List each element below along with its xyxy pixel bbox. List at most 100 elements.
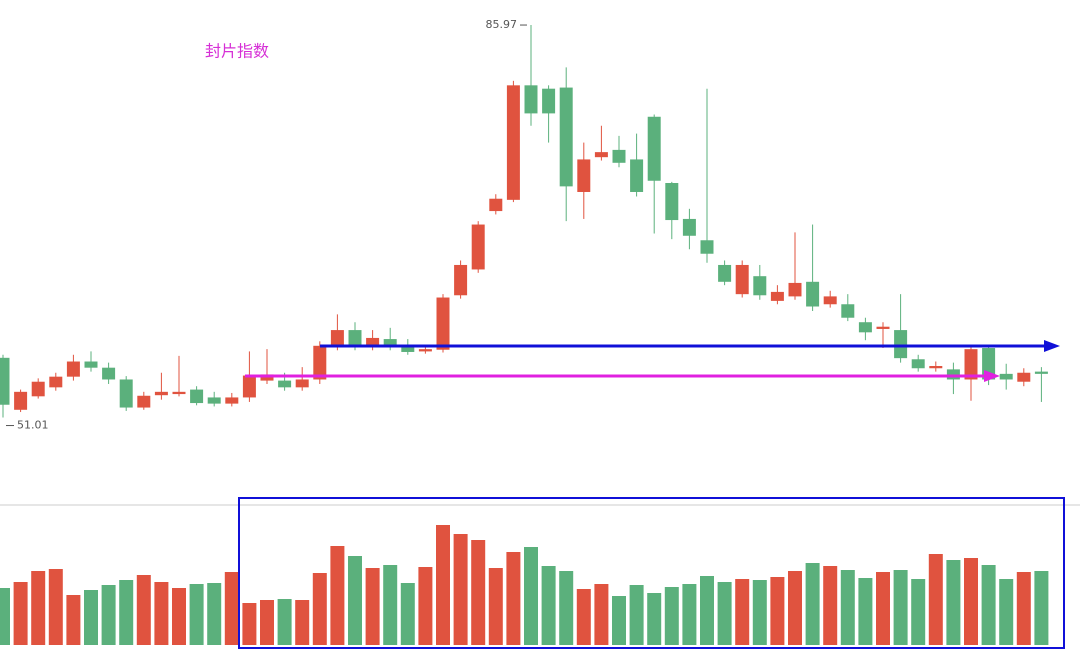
candle-body (102, 367, 116, 380)
volume-bar (295, 600, 310, 645)
volume-bar (682, 584, 697, 645)
candle-body (1017, 372, 1031, 382)
volume-bar (893, 570, 908, 645)
candle-body (172, 391, 186, 395)
volume-bar (242, 603, 257, 645)
candle-body (348, 330, 362, 346)
volume-bar (277, 599, 292, 645)
volume-bar (48, 569, 63, 645)
annotation-arrow-head (984, 370, 1000, 382)
candle-body (876, 326, 890, 329)
candle-body (858, 322, 872, 333)
volume-bar (312, 573, 327, 645)
candle-body (524, 85, 538, 114)
volume-bar (858, 578, 873, 645)
volume-bar (383, 565, 398, 645)
volume-bar (172, 588, 186, 645)
volume-bar (136, 575, 151, 645)
candle-body (999, 373, 1013, 380)
candle-body (506, 85, 520, 200)
volume-bar (735, 579, 750, 645)
volume-bar (805, 563, 820, 645)
candle-body (278, 380, 292, 388)
candle-body (190, 389, 204, 404)
candle-body (313, 345, 327, 380)
volume-bar (1016, 572, 1031, 645)
candle-body (14, 391, 28, 410)
candle-body (788, 282, 802, 297)
volume-bar (119, 580, 134, 645)
candle-body (806, 281, 820, 307)
volume-bar (840, 570, 855, 645)
candle-body (735, 264, 749, 295)
volume-bar (524, 547, 538, 645)
candle-body (1034, 371, 1048, 374)
volume-bar (876, 572, 890, 645)
volume-bar (189, 584, 204, 645)
candle-body (929, 366, 943, 369)
volume-bar (348, 556, 362, 645)
candle-body (0, 357, 10, 405)
candle-body (260, 374, 274, 381)
volume-bar (576, 589, 591, 645)
volume-bar (0, 588, 10, 645)
volume-bar (453, 534, 468, 645)
volume-bar (964, 558, 978, 645)
candle-body (700, 240, 714, 254)
volume-bar (700, 576, 714, 645)
volume-bar (1034, 571, 1049, 645)
volume-bar (946, 560, 961, 645)
candle-body (647, 116, 661, 181)
annotation-arrow-head (1044, 340, 1060, 352)
candle-body (665, 183, 679, 221)
candle-body (436, 297, 450, 350)
candle-body (823, 296, 837, 305)
candle-body (242, 375, 256, 398)
chart-title: 封片指数 (205, 42, 269, 61)
candle-body (207, 397, 221, 404)
candle-body (841, 304, 855, 318)
volume-bar (647, 593, 662, 645)
candle-body (770, 291, 784, 301)
candle-body (119, 379, 133, 408)
candle-body (489, 198, 503, 212)
volume-bar (559, 571, 574, 645)
candle-body (594, 152, 608, 158)
volume-bar (101, 585, 116, 645)
volume-bar (788, 571, 802, 645)
max-label: 85.97 (486, 18, 518, 31)
candle-body (49, 376, 63, 388)
volume-bar (629, 585, 644, 645)
candle-body (401, 344, 415, 352)
candle-body (471, 224, 485, 270)
volume-bar (911, 579, 926, 645)
volume-bar (928, 554, 943, 645)
volume-bar (770, 577, 785, 645)
volume-bar (84, 590, 98, 645)
candle-body (682, 218, 696, 236)
candle-body (454, 264, 468, 296)
volume-bar (330, 546, 345, 645)
candle-body (66, 361, 80, 377)
candle-body (137, 395, 151, 408)
candle-body (418, 349, 432, 352)
volume-bar (471, 540, 486, 645)
volume-bar (981, 565, 996, 645)
volume-bar (418, 567, 433, 645)
candle-body (330, 330, 344, 346)
volume-panel (0, 525, 1049, 645)
candle-body (154, 391, 168, 396)
candle-body (84, 361, 98, 368)
candle-body (225, 397, 239, 404)
candle-body (612, 149, 626, 163)
candle-body (31, 381, 45, 397)
volume-bar (823, 566, 838, 645)
annotation-box (238, 497, 1065, 649)
volume-bar (752, 580, 767, 645)
volume-bar (13, 582, 28, 645)
volume-bar (717, 582, 732, 645)
volume-bar (66, 595, 81, 645)
candle-body (964, 349, 978, 380)
volume-bar (594, 584, 609, 645)
